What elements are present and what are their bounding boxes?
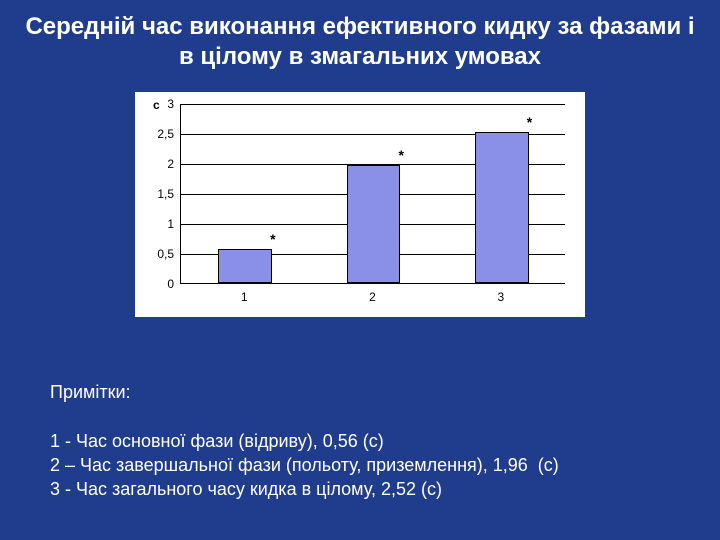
y-tick-label: 0,5 bbox=[144, 247, 174, 261]
plot-area: * * * bbox=[180, 104, 565, 284]
y-tick-label: 2,5 bbox=[144, 127, 174, 141]
y-tick-label: 0 bbox=[144, 277, 174, 291]
notes-spacer bbox=[50, 404, 690, 428]
x-tick-label: 2 bbox=[363, 290, 383, 304]
x-tick-label: 3 bbox=[491, 290, 511, 304]
gridline bbox=[181, 104, 565, 105]
significance-marker: * bbox=[270, 231, 275, 247]
bar bbox=[475, 132, 529, 283]
bar bbox=[218, 249, 272, 283]
page-title: Середній час виконання ефективного кидку… bbox=[20, 12, 700, 72]
notes-header: Примітки: bbox=[50, 380, 690, 404]
x-tick-label: 1 bbox=[234, 290, 254, 304]
notes-line-2: 2 – Час завершальної фази (польоту, приз… bbox=[50, 453, 690, 477]
slide: Середній час виконання ефективного кидку… bbox=[0, 0, 720, 540]
y-tick-label: 1 bbox=[144, 217, 174, 231]
significance-marker: * bbox=[398, 147, 403, 163]
y-tick-label: 1,5 bbox=[144, 187, 174, 201]
bar bbox=[347, 165, 401, 283]
notes-line-1: 1 - Час основної фази (відриву), 0,56 (с… bbox=[50, 429, 690, 453]
notes-line-3: 3 - Час загального часу кидка в цілому, … bbox=[50, 477, 690, 501]
chart-container: с *** 00,511,522,53123 bbox=[135, 92, 585, 317]
notes-block: Примітки: 1 - Час основної фази (відриву… bbox=[50, 380, 690, 501]
significance-marker: * bbox=[527, 114, 532, 130]
y-tick-label: 3 bbox=[144, 97, 174, 111]
y-tick-label: 2 bbox=[144, 157, 174, 171]
